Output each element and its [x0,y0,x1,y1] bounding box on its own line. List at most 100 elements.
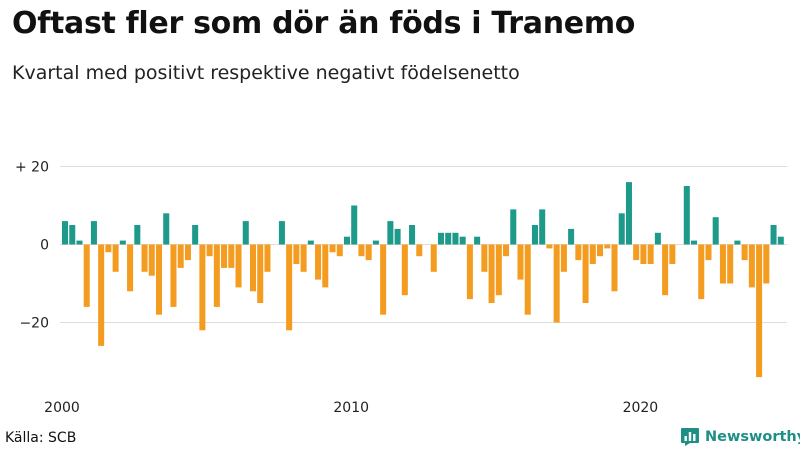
bar [177,244,184,268]
bar [503,244,510,257]
bar [170,244,177,307]
bar [633,244,640,261]
bar [221,244,228,268]
bar [560,244,567,272]
bar [763,244,770,284]
bar [257,244,264,303]
bar [582,244,589,303]
bar [727,244,734,284]
bar [459,236,466,245]
bar [155,244,163,315]
newsworthy-chart-icon [680,427,700,447]
bar [770,225,777,245]
bar [278,221,285,245]
bar [192,225,199,245]
bar [235,244,242,288]
bar [705,244,712,261]
bar [264,244,271,272]
bar [401,244,408,296]
bar [322,244,329,288]
brand-logo: Newsworthy [680,427,800,447]
bar [213,244,220,307]
bar [163,213,170,245]
bar [293,244,300,264]
bar [524,244,531,315]
bar [315,244,322,280]
bar [148,244,155,276]
bar [575,244,582,261]
chart-subtitle: Kvartal med positivt respektive negativt… [12,62,520,84]
bar [119,240,126,245]
y-tick-label: −20 [19,316,49,332]
bar [343,236,350,245]
bar [625,182,632,245]
bar [756,244,763,378]
bar [712,217,719,245]
bar [589,244,596,264]
bar [329,244,336,253]
bar [698,244,705,300]
bar [105,244,112,253]
bar [206,244,213,257]
bar [691,240,698,245]
bar [748,244,755,288]
bar [777,236,784,245]
bar [351,205,358,245]
bar [539,209,546,245]
bar [127,244,134,292]
bar [647,244,654,264]
bar [466,244,473,300]
bar [474,236,481,245]
bar [662,244,669,296]
bar [76,240,83,245]
bar [112,244,119,272]
bar [372,240,379,245]
x-tick-label: 2020 [623,400,659,416]
bar [683,186,690,245]
bar [228,244,235,268]
bar [604,244,611,249]
bar [488,244,495,303]
bar [199,244,206,331]
bar [611,244,618,292]
bar [242,221,249,245]
bar [62,221,69,245]
bar [618,213,625,245]
bar [83,244,90,307]
bar [134,225,141,245]
y-tick-label: 0 [40,238,49,254]
bar [365,244,372,261]
bar [69,225,76,245]
bar [286,244,293,331]
bar [741,244,748,261]
bar [531,225,538,245]
bar [416,244,423,257]
bar [597,244,604,257]
bar [380,244,387,315]
bar [184,244,191,261]
bar [141,244,148,272]
source-note: Källa: SCB [5,430,77,446]
bar [437,232,444,245]
bar [719,244,726,284]
bar [307,240,314,245]
x-tick-label: 2000 [44,400,80,416]
bar [640,244,647,264]
bar [517,244,524,280]
bar [430,244,437,272]
bar [452,232,459,245]
chart-title: Oftast fler som dör än föds i Tranemo [12,6,636,41]
bar [481,244,488,272]
x-tick-label: 2010 [333,400,369,416]
bar [249,244,257,292]
bar [654,232,661,245]
y-tick-label: + 20 [15,160,49,176]
bar [546,244,553,249]
bar [734,240,741,245]
brand-name: Newsworthy [705,429,800,445]
bar [568,228,575,245]
bar [445,232,452,245]
bar [358,244,365,257]
bar [336,244,343,257]
